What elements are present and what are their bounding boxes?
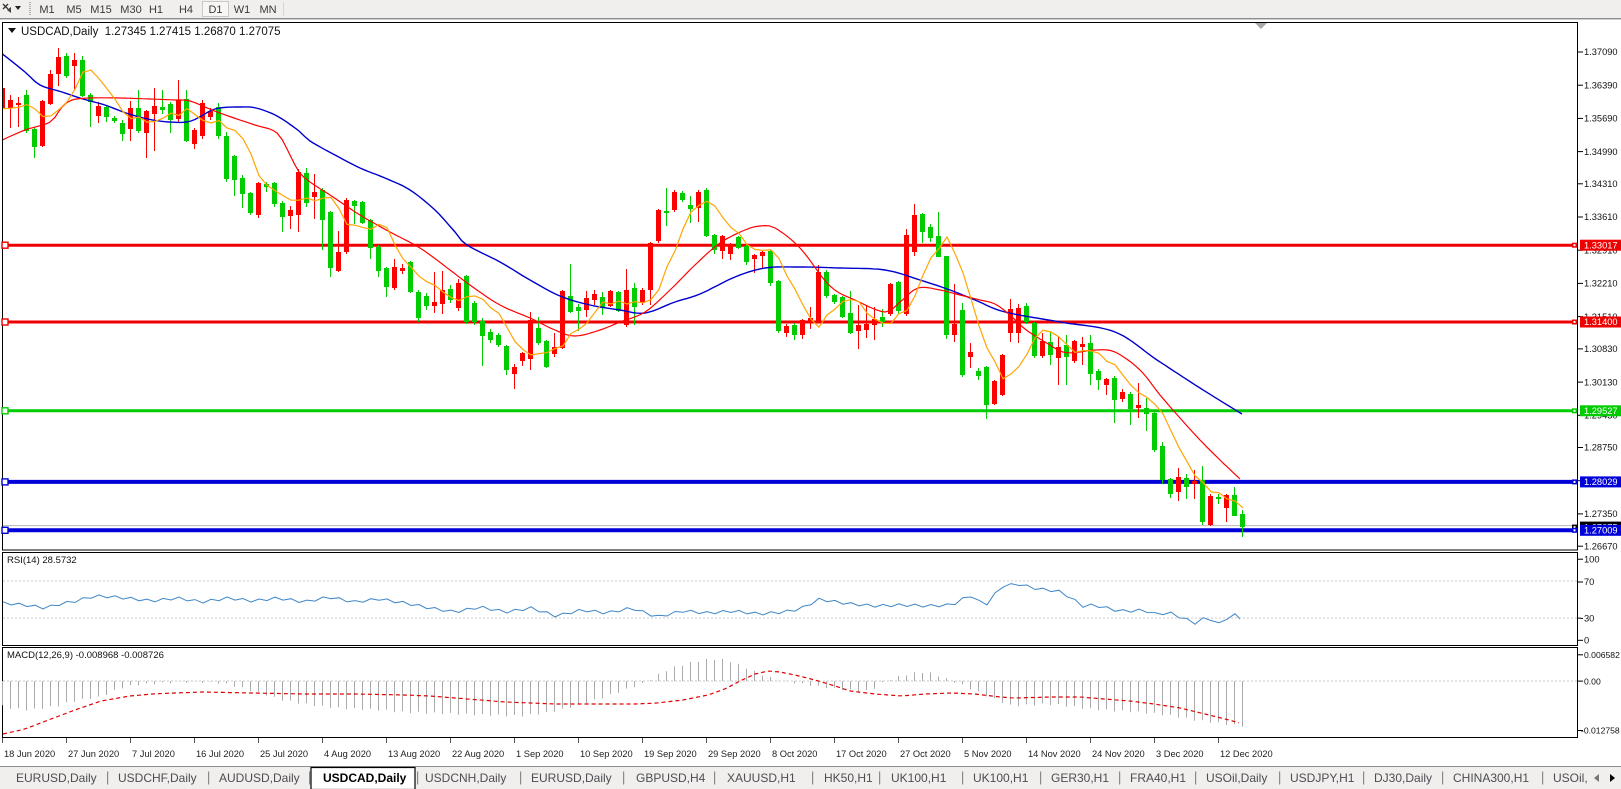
svg-text:FRA40,H1: FRA40,H1 xyxy=(1130,771,1186,785)
svg-text:100: 100 xyxy=(1584,554,1600,564)
svg-text:1.31400: 1.31400 xyxy=(1584,317,1618,327)
svg-text:1.33017: 1.33017 xyxy=(1584,240,1618,250)
svg-text:1.29527: 1.29527 xyxy=(1584,406,1618,416)
svg-text:1.26670: 1.26670 xyxy=(1584,541,1618,551)
svg-text:1.27350: 1.27350 xyxy=(1584,509,1618,519)
svg-text:18 Jun 2020: 18 Jun 2020 xyxy=(4,749,55,759)
svg-text:14 Nov 2020: 14 Nov 2020 xyxy=(1028,749,1081,759)
svg-text:1.30130: 1.30130 xyxy=(1584,377,1618,387)
svg-text:USDCNH,Daily: USDCNH,Daily xyxy=(425,771,506,785)
svg-text:4 Aug 2020: 4 Aug 2020 xyxy=(324,749,371,759)
svg-text:1.34310: 1.34310 xyxy=(1584,179,1618,189)
svg-text:M15: M15 xyxy=(90,4,111,16)
svg-text:25 Jul 2020: 25 Jul 2020 xyxy=(260,749,308,759)
svg-text:M30: M30 xyxy=(120,4,141,16)
svg-text:UK100,H1: UK100,H1 xyxy=(891,771,947,785)
svg-text:1.28750: 1.28750 xyxy=(1584,443,1618,453)
svg-text:0.006582: 0.006582 xyxy=(1584,650,1620,660)
svg-text:12 Dec 2020: 12 Dec 2020 xyxy=(1220,749,1273,759)
svg-text:27 Oct 2020: 27 Oct 2020 xyxy=(900,749,951,759)
svg-text:1.36390: 1.36390 xyxy=(1584,80,1618,90)
svg-text:HK50,H1: HK50,H1 xyxy=(824,771,873,785)
svg-text:USOil,: USOil, xyxy=(1553,771,1588,785)
svg-text:-0.012758: -0.012758 xyxy=(1581,726,1620,736)
svg-text:MACD(12,26,9) -0.008968 -0.008: MACD(12,26,9) -0.008968 -0.008726 xyxy=(7,650,164,661)
svg-text:27 Jun 2020: 27 Jun 2020 xyxy=(68,749,119,759)
svg-text:H1: H1 xyxy=(149,4,163,16)
svg-text:1.30830: 1.30830 xyxy=(1584,344,1618,354)
svg-text:0: 0 xyxy=(1584,636,1589,646)
svg-text:GER30,H1: GER30,H1 xyxy=(1051,771,1109,785)
svg-text:USDCAD,Daily: USDCAD,Daily xyxy=(323,771,407,785)
svg-text:22 Aug 2020: 22 Aug 2020 xyxy=(452,749,504,759)
svg-text:29 Sep 2020: 29 Sep 2020 xyxy=(708,749,761,759)
svg-text:MN: MN xyxy=(259,4,276,16)
svg-text:24 Nov 2020: 24 Nov 2020 xyxy=(1092,749,1145,759)
svg-text:10 Sep 2020: 10 Sep 2020 xyxy=(580,749,633,759)
svg-text:USDCHF,Daily: USDCHF,Daily xyxy=(118,771,197,785)
svg-text:19 Sep 2020: 19 Sep 2020 xyxy=(644,749,697,759)
svg-text:13 Aug 2020: 13 Aug 2020 xyxy=(388,749,440,759)
svg-text:1.37090: 1.37090 xyxy=(1584,47,1618,57)
svg-text:D1: D1 xyxy=(208,4,222,16)
svg-text:CHINA300,H1: CHINA300,H1 xyxy=(1453,771,1529,785)
svg-text:H4: H4 xyxy=(179,4,193,16)
svg-text:70: 70 xyxy=(1584,577,1594,587)
svg-text:W1: W1 xyxy=(234,4,251,16)
svg-text:RSI(14) 28.5732: RSI(14) 28.5732 xyxy=(7,555,77,566)
svg-text:3 Dec 2020: 3 Dec 2020 xyxy=(1156,749,1204,759)
svg-text:17 Oct 2020: 17 Oct 2020 xyxy=(836,749,887,759)
svg-text:1.35690: 1.35690 xyxy=(1584,114,1618,124)
svg-text:EURUSD,Daily: EURUSD,Daily xyxy=(531,771,612,785)
svg-text:USDJPY,H1: USDJPY,H1 xyxy=(1290,771,1355,785)
svg-text:1.34990: 1.34990 xyxy=(1584,147,1618,157)
svg-text:USDCAD,Daily 1.27345 1.27415: USDCAD,Daily 1.27345 1.27415 1.26870 1.2… xyxy=(21,26,281,38)
svg-text:1.28029: 1.28029 xyxy=(1584,477,1618,487)
svg-text:M1: M1 xyxy=(39,4,54,16)
svg-text:DJ30,Daily: DJ30,Daily xyxy=(1374,771,1432,785)
svg-text:XAUUSD,H1: XAUUSD,H1 xyxy=(727,771,796,785)
svg-text:1.33610: 1.33610 xyxy=(1584,212,1618,222)
svg-text:0.00: 0.00 xyxy=(1584,676,1601,686)
svg-text:30: 30 xyxy=(1584,614,1594,624)
svg-text:8 Oct 2020: 8 Oct 2020 xyxy=(772,749,817,759)
svg-text:1.27009: 1.27009 xyxy=(1584,526,1618,536)
svg-text:7 Jul 2020: 7 Jul 2020 xyxy=(132,749,175,759)
svg-text:AUDUSD,Daily: AUDUSD,Daily xyxy=(219,771,300,785)
svg-text:1.32210: 1.32210 xyxy=(1584,279,1618,289)
svg-text:M5: M5 xyxy=(66,4,81,16)
svg-text:16 Jul 2020: 16 Jul 2020 xyxy=(196,749,244,759)
svg-text:1 Sep 2020: 1 Sep 2020 xyxy=(516,749,564,759)
svg-text:GBPUSD,H4: GBPUSD,H4 xyxy=(636,771,706,785)
svg-text:USOil,Daily: USOil,Daily xyxy=(1206,771,1267,785)
svg-text:UK100,H1: UK100,H1 xyxy=(973,771,1029,785)
svg-text:5 Nov 2020: 5 Nov 2020 xyxy=(964,749,1012,759)
svg-text:EURUSD,Daily: EURUSD,Daily xyxy=(16,771,97,785)
